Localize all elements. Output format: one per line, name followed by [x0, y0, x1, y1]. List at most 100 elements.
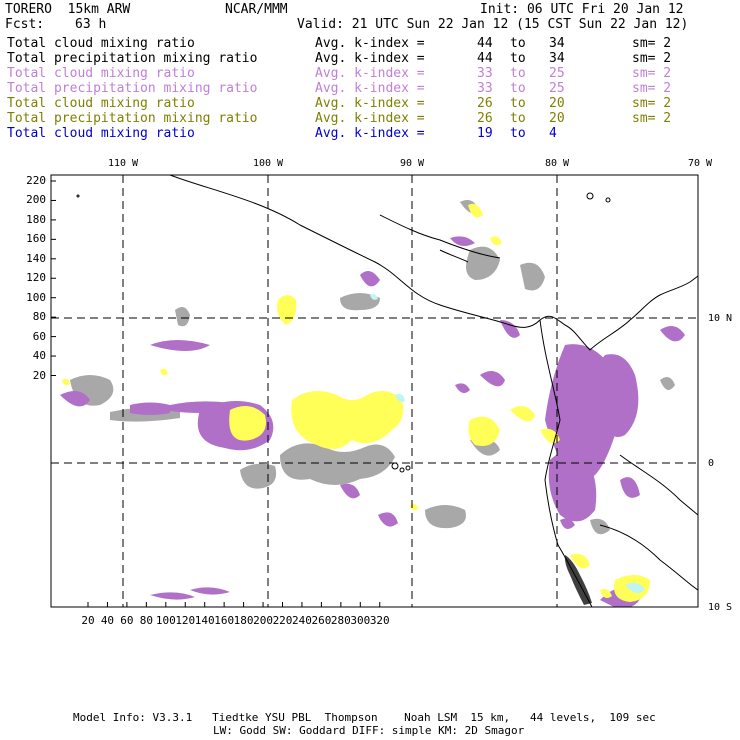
legend-stat: Avg. k-index =: [315, 126, 425, 141]
x-tick-label: 280: [330, 614, 351, 627]
lon-label-90w: 90 W: [399, 158, 425, 169]
legend-to: 4: [549, 126, 557, 141]
legend-field: Total cloud mixing ratio: [7, 36, 195, 51]
lat-label-10n: 10 N: [708, 313, 733, 324]
precip-field-yellow: [62, 203, 650, 602]
organization-label: NCAR/MMM: [225, 2, 288, 17]
valid-time: Valid: 21 UTC Sun 22 Jan 12 (15 CST Sun …: [297, 17, 689, 32]
y-tick-label: 100: [26, 290, 46, 304]
x-tick-label: 120: [175, 614, 196, 627]
legend-smoothing: sm= 2: [632, 66, 672, 81]
init-time: Init: 06 UTC Fri 20 Jan 12: [480, 2, 684, 17]
y-tick-label: 180: [26, 212, 46, 226]
legend-smoothing: sm= 2: [632, 36, 672, 51]
legend-stat: Avg. k-index =: [315, 66, 425, 81]
legend-stat: Avg. k-index =: [315, 96, 425, 111]
legend-field: Total cloud mixing ratio: [7, 126, 195, 141]
y-tick-label: 20: [32, 368, 46, 382]
physics-info-line: LW: Godd SW: Goddard DIFF: simple KM: 2D…: [213, 724, 525, 737]
x-tick-label: 300: [350, 614, 371, 627]
y-tick-label: 60: [32, 329, 46, 343]
legend-from: 33: [477, 66, 493, 81]
legend-row: Total cloud mixing ratio Avg. k-index = 26…: [7, 96, 732, 111]
x-tick-label: 80: [139, 614, 153, 627]
y-tick-label: 220: [26, 174, 46, 187]
legend-smoothing: sm= 2: [632, 81, 672, 96]
map-frame: [50, 174, 699, 608]
legend-to-word: to: [510, 126, 526, 141]
legend-from: 44: [477, 36, 493, 51]
legend-stat: Avg. k-index =: [315, 111, 425, 126]
legend-stat: Avg. k-index =: [315, 81, 425, 96]
lon-label-100w: 100 W: [252, 158, 284, 169]
x-tick-label: 220: [272, 614, 293, 627]
y-tick-label: 160: [26, 232, 46, 246]
axis-ticks: [51, 180, 381, 607]
forecast-label: Fcst:: [5, 17, 45, 32]
legend-to: 20: [549, 96, 565, 111]
legend-from: 26: [477, 96, 493, 111]
legend-stat: Avg. k-index =: [315, 51, 425, 66]
legend-to-word: to: [510, 81, 526, 96]
cloud-field-cyan: [370, 294, 645, 594]
legend-row: Total precipitation mixing ratio Avg. k-i…: [7, 81, 732, 96]
y-tick-label: 120: [26, 271, 46, 285]
legend-row: Total precipitation mixing ratio Avg. k-i…: [7, 111, 732, 126]
y-tick-label: 140: [26, 251, 46, 265]
legend-to-word: to: [510, 66, 526, 81]
graticule: [51, 175, 698, 607]
legend-row: Total precipitation mixing ratio Avg. k-i…: [7, 51, 732, 66]
lat-label-10s: 10 S: [708, 602, 733, 613]
x-tick-label: 320: [369, 614, 390, 627]
legend-from: 44: [477, 51, 493, 66]
legend-to: 34: [549, 36, 565, 51]
y-tick-label: 200: [26, 193, 46, 207]
legend-to-word: to: [510, 111, 526, 126]
x-tick-label: 20: [81, 614, 95, 627]
y-tick-label: 80: [32, 310, 46, 324]
x-tick-label: 140: [194, 614, 215, 627]
legend-stat: Avg. k-index =: [315, 36, 425, 51]
model-title: TORERO 15km ARW: [5, 2, 131, 17]
legend-from: 19: [477, 126, 493, 141]
x-tick-label: 60: [120, 614, 134, 627]
lon-label-110w: 110 W: [107, 158, 139, 169]
y-tick-label: 40: [32, 349, 46, 363]
x-tick-label: 200: [253, 614, 273, 627]
legend-to-word: to: [510, 51, 526, 66]
x-tick-label: 100: [155, 614, 176, 627]
legend-to: 25: [549, 81, 565, 96]
dark-cloud-plume: [564, 555, 592, 605]
x-tick-label: 160: [214, 614, 235, 627]
lon-label-80w: 80 W: [544, 158, 570, 169]
legend-row: Total cloud mixing ratio Avg. k-index = 44…: [7, 36, 732, 51]
legend-smoothing: sm= 2: [632, 51, 672, 66]
legend-smoothing: sm= 2: [632, 111, 672, 126]
lat-label-0: 0: [708, 458, 715, 469]
legend-from: 33: [477, 81, 493, 96]
legend-row: Total cloud mixing ratio Avg. k-index = 19…: [7, 126, 732, 141]
forecast-hour: 63 h: [75, 17, 107, 32]
legend-field: Total cloud mixing ratio: [7, 66, 195, 81]
legend-to: 34: [549, 51, 565, 66]
legend-field: Total precipitation mixing ratio: [7, 81, 258, 96]
legend-to: 25: [549, 66, 565, 81]
legend-from: 26: [477, 111, 493, 126]
x-tick-label: 180: [233, 614, 254, 627]
legend-to-word: to: [510, 96, 526, 111]
legend-smoothing: sm= 2: [632, 96, 672, 111]
x-tick-label: 40: [100, 614, 115, 627]
lon-label-70w: 70 W: [687, 158, 713, 169]
legend-to: 20: [549, 111, 565, 126]
x-tick-label: 240: [292, 614, 312, 627]
legend-field: Total cloud mixing ratio: [7, 96, 195, 111]
legend-field: Total precipitation mixing ratio: [7, 51, 258, 66]
legend-field: Total precipitation mixing ratio: [7, 111, 258, 126]
cloud-field-grey: [70, 200, 675, 535]
coastline: [169, 175, 698, 607]
legend-to-word: to: [510, 36, 526, 51]
legend-row: Total cloud mixing ratio Avg. k-index = 33…: [7, 66, 732, 81]
x-tick-label: 260: [311, 614, 332, 627]
model-info-line: Model Info: V3.3.1 Tiedtke YSU PBL Thomp…: [73, 711, 656, 724]
